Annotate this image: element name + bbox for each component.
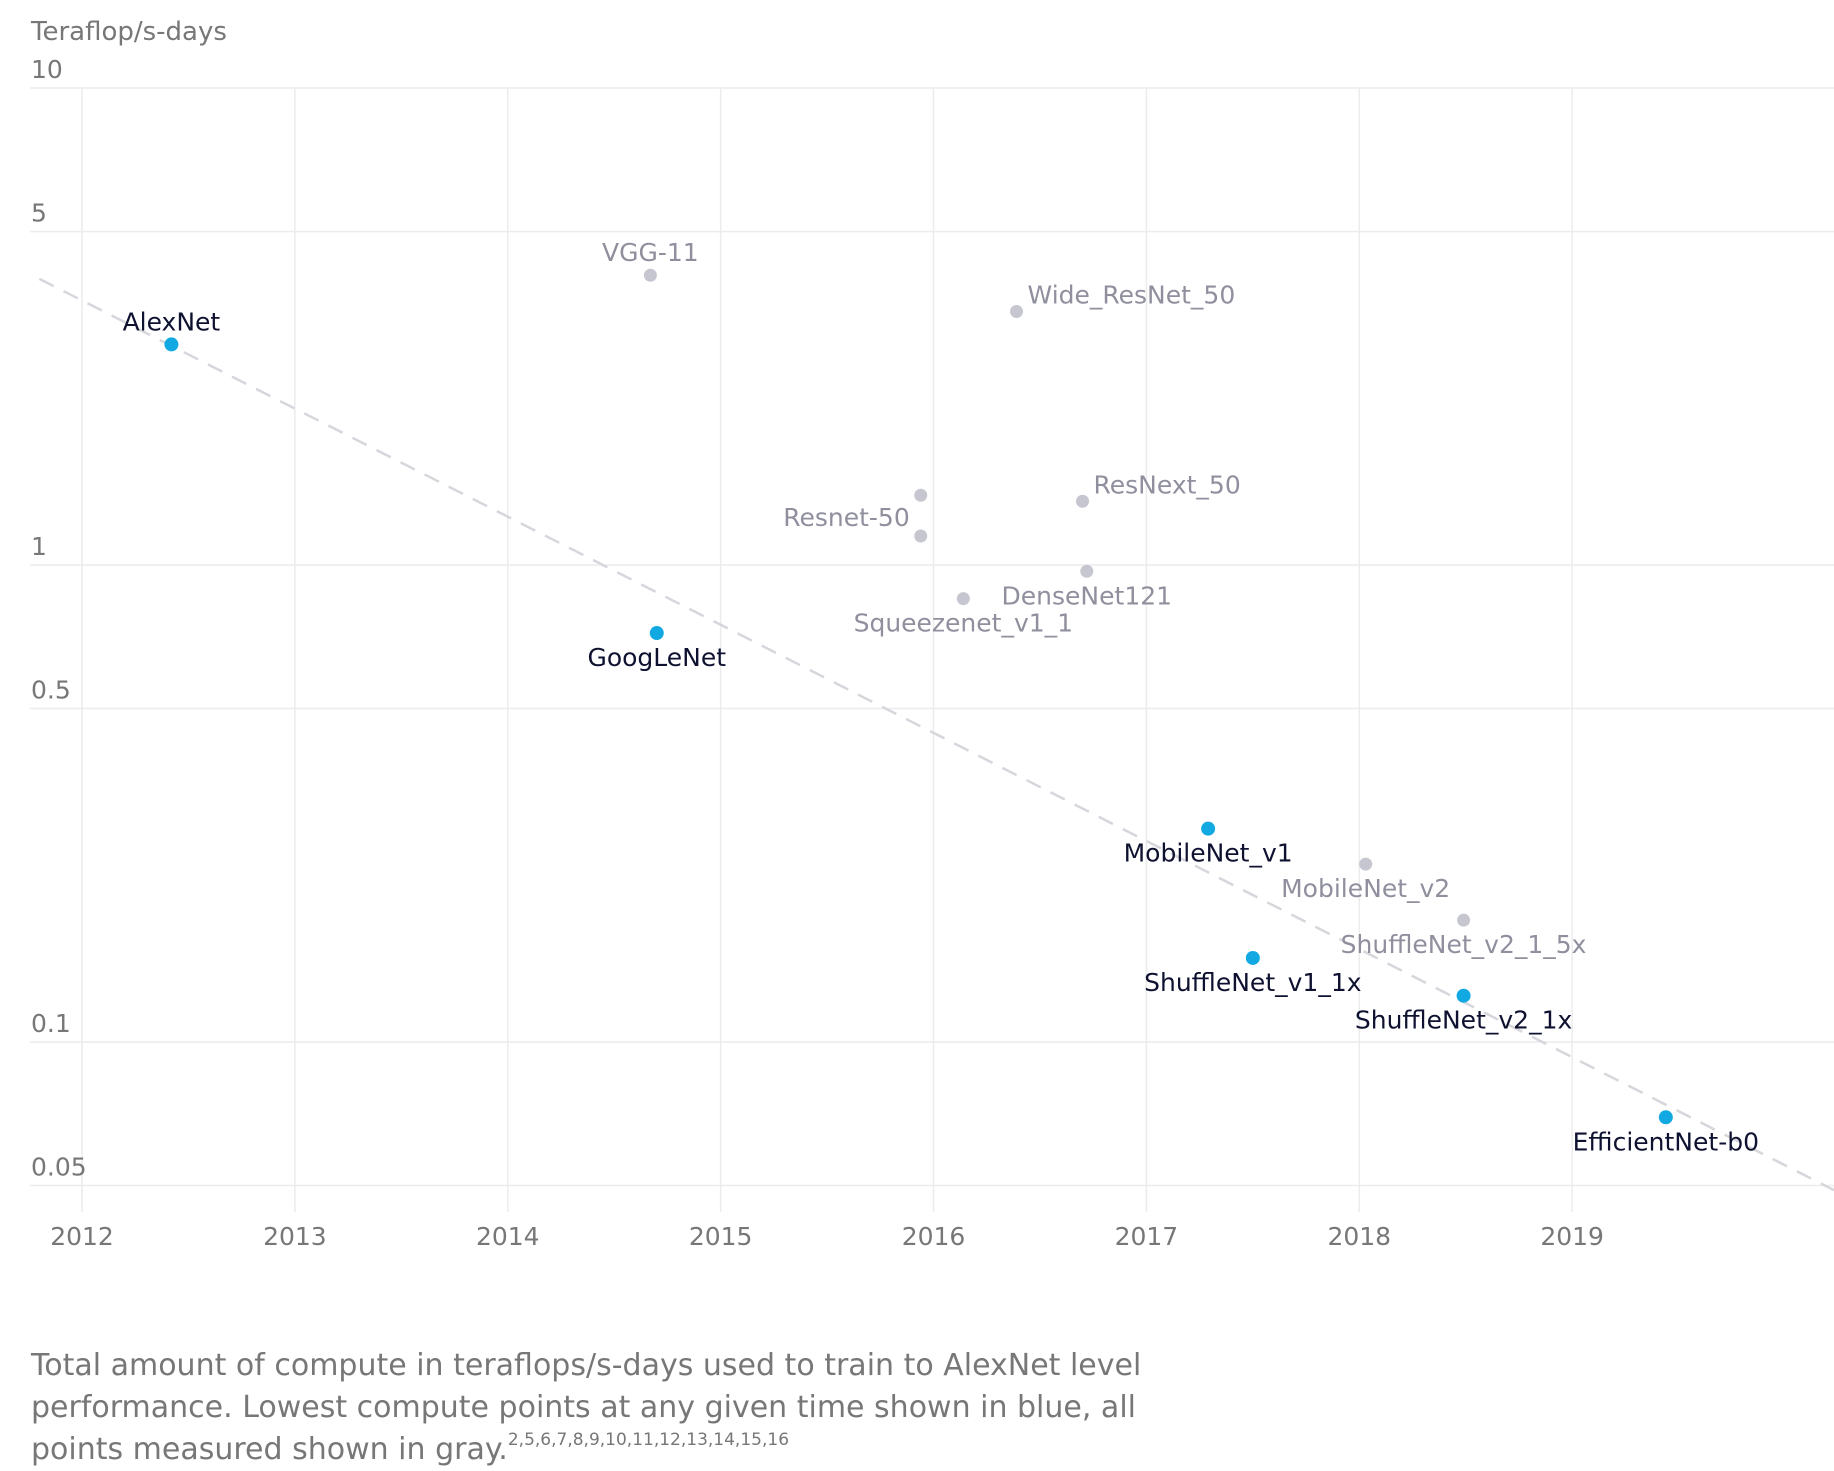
point-squeezenet_v1_1 bbox=[956, 592, 970, 606]
point-mobilenet_v2 bbox=[1359, 857, 1373, 871]
compute-scatter-chart: 10 5 1 0.5 0.1 0.05 2012 2013 2014 2015 2016 2017 20… bbox=[30, 17, 1834, 1251]
point-label: ResNext_50 bbox=[1094, 470, 1241, 499]
y-tick-label: 10 bbox=[31, 55, 63, 84]
y-tick-label: 0.1 bbox=[31, 1009, 71, 1038]
point-vgg-11 bbox=[643, 268, 657, 282]
point-efficientnet-b0 bbox=[1658, 1110, 1673, 1125]
grid-lines bbox=[30, 87, 1834, 1212]
point-label: MobileNet_v2 bbox=[1281, 874, 1450, 903]
point-label: Squeezenet_v1_1 bbox=[854, 609, 1073, 638]
point-resnext_50 bbox=[1076, 494, 1090, 508]
axis-ticks: 10 5 1 0.5 0.1 0.05 2012 2013 2014 2015 2016 2017 20… bbox=[31, 55, 1604, 1251]
point-shufflenet_v1_1x bbox=[1245, 950, 1260, 965]
point-label: MobileNet_v1 bbox=[1124, 839, 1293, 868]
data-points bbox=[164, 268, 1673, 1125]
x-tick-label: 2017 bbox=[1115, 1222, 1179, 1251]
point-label: EfficientNet-b0 bbox=[1573, 1127, 1759, 1156]
point-label: DenseNet121 bbox=[1002, 581, 1172, 610]
y-tick-label: 1 bbox=[31, 532, 47, 561]
x-tick-label: 2016 bbox=[902, 1222, 966, 1251]
point-shufflenet_v2_1_5x bbox=[1457, 913, 1471, 927]
point-label: AlexNet bbox=[123, 307, 221, 336]
point-resnet-50 bbox=[914, 488, 928, 502]
trend-line bbox=[38, 277, 1834, 1192]
x-tick-label: 2014 bbox=[476, 1222, 540, 1251]
point-label: VGG-11 bbox=[602, 238, 699, 267]
y-tick-label: 0.5 bbox=[31, 676, 71, 705]
caption-text: Total amount of compute in teraflops/s-d… bbox=[31, 1348, 1142, 1467]
x-tick-label: 2015 bbox=[689, 1222, 753, 1251]
point-label: ShuffleNet_v1_1x bbox=[1144, 968, 1361, 997]
point-densenet121 bbox=[1080, 564, 1094, 578]
x-tick-label: 2013 bbox=[263, 1222, 327, 1251]
point-shufflenet_v2_1x bbox=[1456, 988, 1471, 1003]
caption-references: 2,5,6,7,8,9,10,11,12,13,14,15,16 bbox=[507, 1430, 790, 1450]
point-label: Resnet-50 bbox=[783, 503, 910, 532]
point-googlenet bbox=[649, 626, 664, 641]
point-label: GoogLeNet bbox=[587, 643, 726, 672]
x-tick-label: 2019 bbox=[1540, 1222, 1604, 1251]
point-label: ShuffleNet_v2_1_5x bbox=[1341, 930, 1587, 959]
point-resnet-50 bbox=[914, 529, 928, 543]
y-tick-label: 5 bbox=[31, 199, 47, 228]
point-label: Wide_ResNet_50 bbox=[1028, 280, 1236, 309]
point-labels: AlexNet VGG-11 Wide_ResNet_50 Resnet-50 ResN… bbox=[123, 238, 1759, 1156]
point-alexnet bbox=[164, 337, 179, 352]
point-label: ShuffleNet_v2_1x bbox=[1355, 1006, 1572, 1035]
figure-caption: Total amount of compute in teraflops/s-d… bbox=[31, 1345, 1211, 1471]
point-wide_resnet_50 bbox=[1010, 304, 1024, 318]
trend-line-path bbox=[38, 277, 1834, 1192]
y-tick-label: 0.05 bbox=[31, 1153, 87, 1182]
y-axis-label: Teraflop/s-days bbox=[30, 17, 227, 47]
x-tick-label: 2018 bbox=[1327, 1222, 1391, 1251]
point-mobilenet_v1 bbox=[1201, 821, 1216, 836]
x-tick-label: 2012 bbox=[50, 1222, 114, 1251]
